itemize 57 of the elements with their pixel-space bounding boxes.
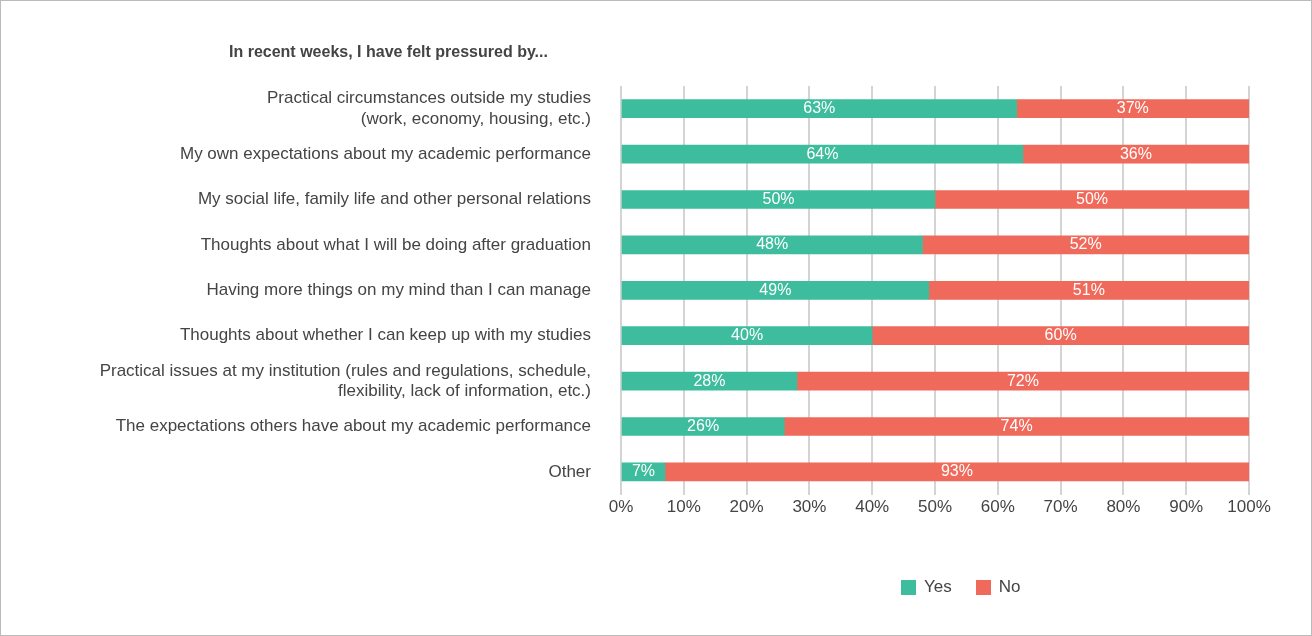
bar xyxy=(1022,144,1249,164)
data-label: 26% xyxy=(687,416,720,434)
x-tick-label: 50% xyxy=(917,497,953,517)
bar xyxy=(922,235,1249,255)
x-tick-label: 90% xyxy=(1169,497,1204,517)
x-tick-label: 100% xyxy=(1227,497,1271,517)
bar xyxy=(621,144,1024,164)
x-tick-label: 0% xyxy=(608,497,634,517)
x-tick-label: 80% xyxy=(1106,497,1141,517)
data-label: 40% xyxy=(731,326,764,344)
x-tick-label: 70% xyxy=(1043,497,1078,517)
y-tick-label: Having more things on my mind than I can manage xyxy=(206,279,591,299)
data-label: 49% xyxy=(759,280,792,298)
bar xyxy=(621,417,785,436)
bar xyxy=(621,99,1017,119)
bar xyxy=(783,417,1249,436)
data-label: 28% xyxy=(693,371,726,389)
data-label: 50% xyxy=(762,189,795,207)
data-label: 52% xyxy=(1069,235,1102,253)
x-tick-label: 40% xyxy=(855,497,890,517)
y-tick-label: The expectations others have about my academic performance xyxy=(115,416,591,436)
data-label: 63% xyxy=(803,99,836,117)
y-tick-label: Practical issues at my institution (rules and regulations, schedule, flexibility, lack of information, etc.) xyxy=(99,360,591,400)
data-label: 37% xyxy=(1116,99,1149,117)
bar xyxy=(621,280,930,300)
bar xyxy=(621,326,873,346)
data-label: 64% xyxy=(806,144,839,162)
y-tick-label: Thoughts about what I will be doing after graduation xyxy=(200,234,591,254)
data-label: 74% xyxy=(1000,416,1033,434)
data-label: 36% xyxy=(1119,144,1152,162)
data-label: 93% xyxy=(940,462,973,480)
data-label: 60% xyxy=(1044,326,1077,344)
data-label: 7% xyxy=(631,462,656,480)
bar xyxy=(621,235,923,255)
legend-label: No xyxy=(998,577,1021,597)
bar xyxy=(871,326,1249,346)
x-tick-label: 10% xyxy=(666,497,701,517)
bar xyxy=(796,371,1249,391)
data-label: 51% xyxy=(1072,280,1105,298)
x-tick-label: 20% xyxy=(729,497,764,517)
bar xyxy=(1016,99,1249,119)
text: In recent weeks, I have felt pressured by... xyxy=(229,43,548,61)
bar xyxy=(621,190,936,209)
data-label: 50% xyxy=(1075,189,1109,207)
y-tick-label: Other xyxy=(548,461,592,481)
data-label: 48% xyxy=(756,235,789,253)
legend-label: Yes xyxy=(924,577,952,597)
bar xyxy=(934,190,1249,209)
y-tick-label: My social life, family life and other personal relations xyxy=(197,189,591,209)
y-tick-label: Thoughts about whether I can keep up with my studies xyxy=(179,325,591,345)
data-label: 72% xyxy=(1006,371,1039,389)
bar xyxy=(928,280,1249,300)
x-tick-label: 30% xyxy=(792,497,827,517)
bar xyxy=(664,462,1249,482)
x-tick-label: 60% xyxy=(980,497,1015,517)
y-tick-label: Practical circumstances outside my studies (work, economy, housing, etc.) xyxy=(266,88,591,128)
y-tick-label: My own expectations about my academic performance xyxy=(179,143,591,163)
